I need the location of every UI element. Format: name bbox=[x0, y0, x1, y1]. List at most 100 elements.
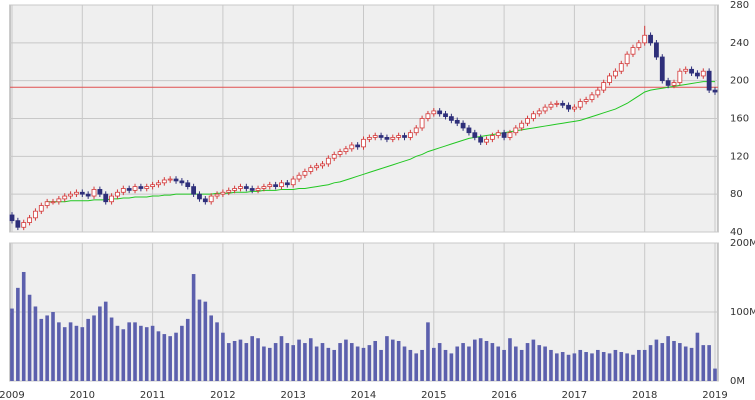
volume-bar bbox=[133, 322, 137, 381]
volume-bar bbox=[601, 352, 606, 381]
volume-bar bbox=[525, 343, 530, 381]
volume-bar bbox=[596, 349, 600, 381]
volume-bar bbox=[180, 325, 184, 381]
volume-bar bbox=[314, 346, 319, 381]
volume-bar bbox=[74, 325, 79, 381]
volume-bar bbox=[560, 352, 565, 381]
volume-bar bbox=[654, 339, 659, 381]
candle-body bbox=[325, 157, 331, 165]
candle-body bbox=[214, 193, 220, 197]
volume-bar bbox=[27, 294, 32, 381]
volume-bar bbox=[390, 339, 395, 381]
candle-body bbox=[79, 191, 85, 195]
volume-bar bbox=[584, 352, 588, 381]
volume-bar bbox=[127, 322, 131, 381]
candle-body bbox=[384, 137, 390, 140]
candle-body bbox=[115, 191, 120, 197]
candle-body bbox=[120, 188, 126, 193]
volume-bar bbox=[291, 345, 295, 381]
candle-body bbox=[27, 217, 32, 223]
volume-bar bbox=[361, 347, 366, 381]
volume-bar bbox=[642, 349, 647, 381]
candle-body bbox=[554, 102, 560, 105]
candle-body bbox=[320, 163, 325, 167]
volume-bar bbox=[484, 340, 489, 381]
volume-bar bbox=[701, 345, 706, 381]
volume-bar bbox=[279, 336, 284, 381]
candle-body bbox=[683, 68, 689, 72]
candle-body bbox=[484, 138, 489, 143]
volume-bar bbox=[367, 345, 372, 381]
volume-bar bbox=[555, 353, 559, 381]
volume-bar bbox=[203, 301, 208, 381]
volume-bar bbox=[39, 318, 44, 381]
volume-bar bbox=[396, 340, 401, 381]
volume-bar bbox=[162, 334, 167, 381]
volume-bar bbox=[637, 349, 641, 381]
candle-body bbox=[648, 34, 653, 44]
volume-bar bbox=[33, 306, 38, 381]
y-tick-label: 200M bbox=[730, 238, 755, 249]
candle-body bbox=[677, 70, 683, 83]
volume-bar bbox=[139, 325, 143, 381]
candle-body bbox=[378, 135, 384, 138]
candle-body bbox=[132, 186, 138, 191]
volume-bar bbox=[103, 301, 108, 381]
candle-body bbox=[126, 188, 132, 191]
volume-bar bbox=[51, 312, 55, 381]
candle-body bbox=[150, 184, 156, 187]
x-tick-label: 2012 bbox=[210, 390, 235, 400]
volume-bar bbox=[502, 349, 506, 381]
candle-body bbox=[226, 189, 232, 193]
candle-body bbox=[706, 70, 712, 91]
volume-bar bbox=[660, 343, 665, 381]
candle-body bbox=[144, 186, 150, 189]
candle-body bbox=[15, 220, 21, 228]
candle-body bbox=[337, 151, 343, 155]
volume-bar bbox=[373, 340, 378, 381]
candle-body bbox=[249, 188, 255, 191]
candle-body bbox=[44, 201, 50, 206]
volume-bar bbox=[308, 338, 313, 381]
volume-bar bbox=[549, 349, 553, 381]
candle-body bbox=[572, 106, 577, 110]
candle-body bbox=[583, 99, 589, 102]
candle-body bbox=[56, 198, 62, 203]
candle-body bbox=[179, 180, 185, 184]
volume-bar bbox=[21, 271, 26, 381]
candle-body bbox=[361, 138, 366, 148]
volume-bar bbox=[174, 332, 178, 381]
volume-bar bbox=[144, 327, 149, 381]
volume-bar bbox=[478, 338, 483, 381]
volume-bar bbox=[191, 274, 196, 381]
candle-body bbox=[302, 171, 308, 176]
volume-bar bbox=[244, 343, 249, 381]
candle-body bbox=[156, 182, 161, 186]
volume-bar bbox=[666, 336, 670, 381]
x-tick-label: 2010 bbox=[70, 390, 95, 400]
volume-bar bbox=[414, 353, 419, 381]
volume-bar bbox=[443, 349, 448, 381]
volume-bar bbox=[150, 325, 155, 381]
x-tick-label: 2014 bbox=[351, 390, 376, 400]
volume-bar bbox=[490, 343, 495, 381]
volume-bar bbox=[80, 327, 85, 381]
volume-bar bbox=[543, 346, 547, 381]
volume-bar bbox=[156, 331, 161, 381]
candle-body bbox=[665, 80, 671, 86]
volume-bar bbox=[62, 327, 67, 381]
volume-bar bbox=[619, 352, 624, 381]
volume-bar bbox=[683, 346, 688, 381]
y-tick-label: 0M bbox=[730, 376, 745, 387]
volume-bar bbox=[86, 318, 90, 381]
candle-body bbox=[636, 42, 642, 48]
candle-body bbox=[659, 56, 665, 82]
candle-body bbox=[9, 214, 15, 222]
candle-body bbox=[355, 144, 361, 148]
candle-body bbox=[654, 42, 659, 58]
volume-bar bbox=[57, 322, 61, 381]
candle-body bbox=[109, 195, 114, 203]
candle-body bbox=[267, 184, 273, 187]
candle-body bbox=[595, 89, 601, 96]
candle-body bbox=[630, 47, 636, 55]
